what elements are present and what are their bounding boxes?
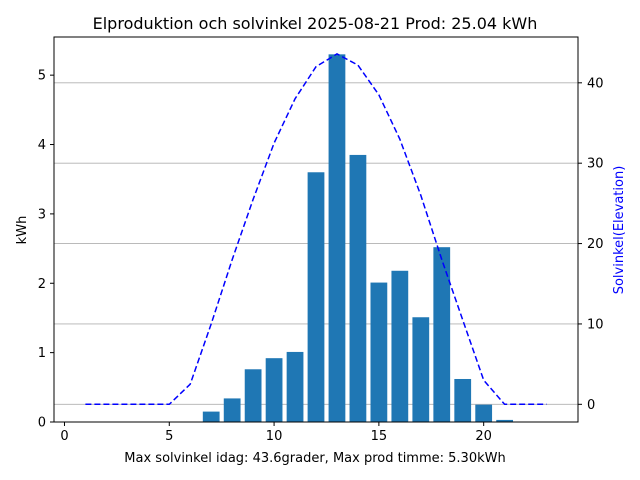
y-tick-label: 5 — [38, 69, 46, 84]
bar — [307, 172, 325, 422]
y-right-tick-label: 40 — [587, 76, 604, 91]
y-tick-label: 3 — [38, 207, 46, 222]
bar — [265, 358, 283, 422]
plot-frame — [53, 36, 579, 423]
bar — [433, 247, 451, 422]
y-right-tick-label: 10 — [587, 317, 604, 332]
x-tick-label: 5 — [165, 429, 173, 444]
y-right-axis-label: Solvinkel(Elevation) — [612, 166, 627, 295]
y-tick-label: 2 — [38, 277, 46, 292]
bar — [244, 369, 262, 422]
chart-title: Elproduktion och solvinkel 2025-08-21 Pr… — [93, 14, 538, 33]
bar — [496, 419, 514, 422]
bars — [202, 54, 514, 423]
bar — [349, 154, 367, 423]
y-right-tick-label: 0 — [587, 398, 595, 413]
x-tick-label: 20 — [475, 429, 492, 444]
y-tick-label: 1 — [38, 346, 46, 361]
bar — [454, 378, 472, 422]
x-tick-label: 10 — [266, 429, 283, 444]
y-right-tick-label: 30 — [587, 157, 604, 172]
bar — [286, 351, 304, 422]
bar — [370, 282, 388, 422]
bar — [223, 398, 241, 422]
elevation-line — [85, 53, 547, 406]
y-tick-label: 0 — [38, 416, 46, 431]
bar — [475, 404, 493, 422]
bar — [202, 411, 220, 422]
bar — [412, 317, 430, 422]
bar — [328, 54, 346, 422]
y-tick-label: 4 — [38, 138, 46, 153]
bar — [391, 270, 409, 422]
x-tick-label: 15 — [371, 429, 388, 444]
x-axis-label: Max solvinkel idag: 43.6grader, Max prod… — [124, 451, 505, 466]
y-axis-label: kWh — [15, 216, 30, 245]
ticks: 0 5 10 15 20 0 1 2 3 4 5 0 10 20 30 40 — [38, 69, 604, 444]
elevation-line-layer — [85, 53, 547, 406]
x-tick-label: 0 — [60, 429, 68, 444]
y-right-tick-label: 20 — [587, 237, 604, 252]
axes — [53, 36, 579, 423]
